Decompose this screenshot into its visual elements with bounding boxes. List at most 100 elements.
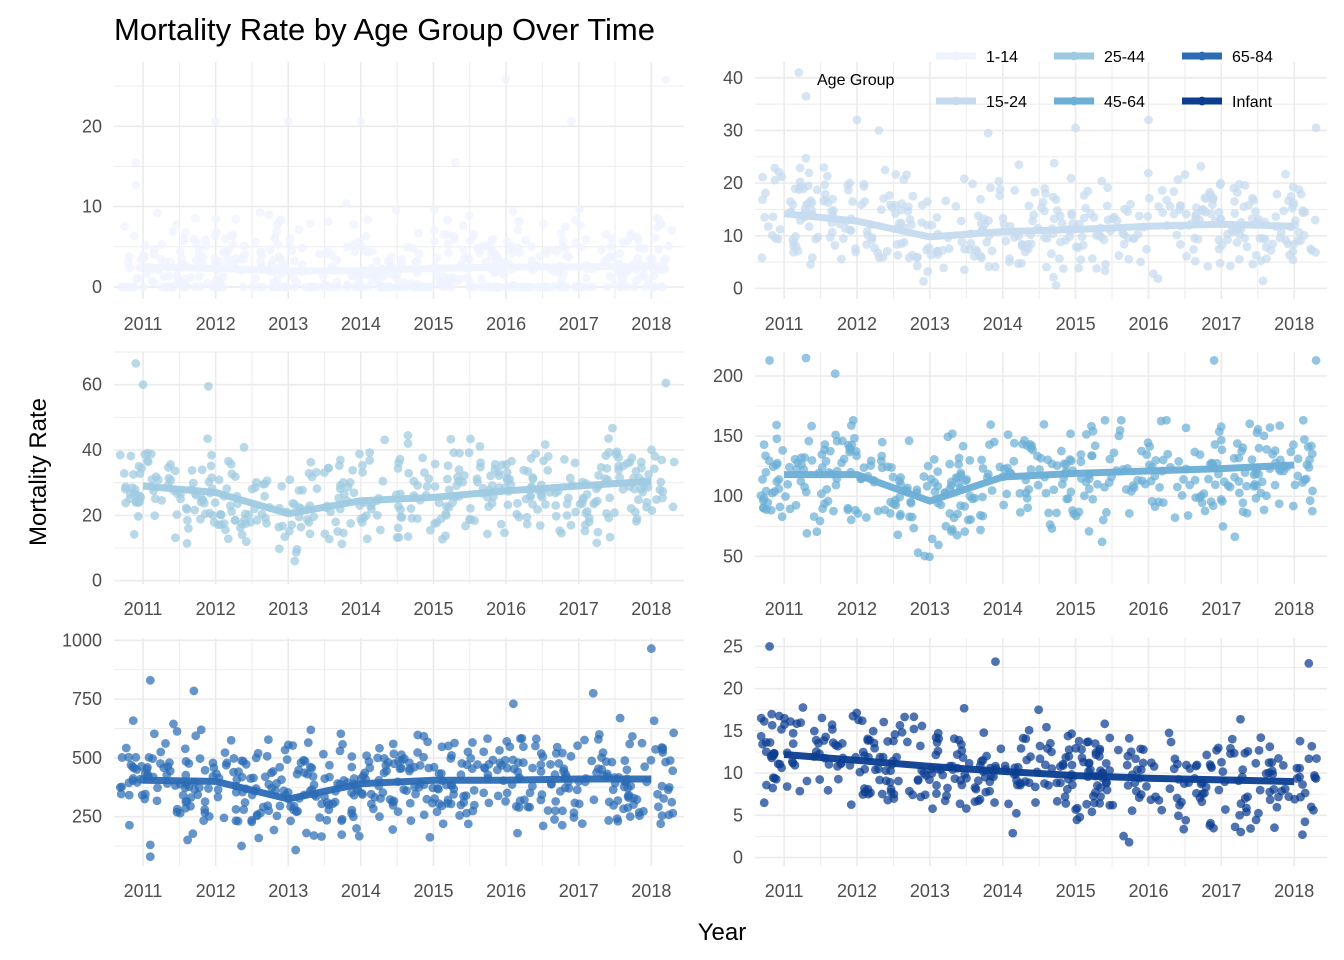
data-point bbox=[330, 797, 340, 807]
data-point bbox=[1077, 232, 1087, 242]
data-point bbox=[801, 153, 811, 163]
data-point bbox=[540, 440, 550, 449]
data-point bbox=[324, 534, 334, 544]
data-point bbox=[289, 805, 298, 815]
data-point bbox=[1304, 658, 1314, 668]
data-point bbox=[939, 263, 949, 273]
data-point bbox=[1116, 415, 1126, 425]
data-point bbox=[424, 474, 434, 484]
data-point bbox=[175, 247, 185, 257]
data-point bbox=[363, 215, 372, 224]
data-point bbox=[160, 257, 170, 266]
data-point bbox=[1138, 758, 1148, 768]
data-point bbox=[325, 760, 334, 770]
data-point bbox=[1009, 456, 1019, 466]
data-point bbox=[1203, 261, 1213, 271]
data-point bbox=[191, 731, 201, 741]
legend-label: 15-24 bbox=[986, 94, 1027, 111]
data-point bbox=[622, 282, 632, 292]
data-point bbox=[182, 538, 192, 548]
data-point bbox=[1268, 239, 1278, 249]
data-point bbox=[397, 513, 407, 522]
data-point bbox=[1003, 430, 1013, 440]
data-point bbox=[987, 246, 997, 256]
data-point bbox=[991, 657, 1000, 667]
data-point bbox=[190, 505, 200, 515]
data-point bbox=[547, 282, 557, 292]
data-point bbox=[785, 462, 794, 472]
data-point bbox=[899, 237, 909, 247]
data-point bbox=[172, 271, 182, 281]
data-point bbox=[484, 502, 494, 512]
data-point bbox=[197, 465, 207, 475]
data-point bbox=[1104, 478, 1114, 487]
data-point bbox=[986, 183, 995, 193]
data-point bbox=[655, 219, 665, 229]
data-point bbox=[1047, 249, 1056, 259]
data-point bbox=[987, 486, 997, 495]
data-point bbox=[920, 551, 930, 561]
data-point bbox=[902, 737, 912, 747]
data-point bbox=[527, 781, 537, 791]
data-point bbox=[436, 514, 446, 524]
data-point bbox=[1009, 438, 1019, 448]
data-point bbox=[1124, 509, 1134, 518]
data-point bbox=[802, 776, 812, 786]
data-point bbox=[413, 748, 423, 757]
x-tick-label: 2016 bbox=[486, 599, 526, 619]
data-point bbox=[348, 812, 358, 822]
data-point bbox=[904, 436, 914, 446]
data-point bbox=[190, 282, 200, 292]
data-point bbox=[801, 353, 811, 363]
data-point bbox=[131, 359, 141, 368]
y-tick-label: 200 bbox=[713, 366, 743, 386]
data-point bbox=[837, 739, 847, 748]
data-point bbox=[538, 752, 548, 762]
data-point bbox=[378, 476, 388, 486]
data-point bbox=[280, 532, 290, 542]
data-point bbox=[176, 494, 186, 504]
data-point bbox=[1308, 486, 1317, 496]
data-point bbox=[889, 736, 898, 746]
legend-key-point bbox=[1197, 51, 1207, 61]
data-point bbox=[249, 773, 258, 783]
data-point bbox=[348, 465, 358, 475]
data-point bbox=[848, 197, 858, 206]
data-point bbox=[1163, 449, 1173, 459]
data-point bbox=[125, 263, 135, 273]
data-point bbox=[146, 449, 156, 459]
legend-key-point bbox=[951, 96, 961, 106]
data-point bbox=[277, 282, 287, 292]
data-point bbox=[1242, 481, 1251, 491]
data-point bbox=[1000, 464, 1009, 474]
data-point bbox=[958, 441, 968, 451]
x-tick-label: 2014 bbox=[341, 599, 381, 619]
data-point bbox=[949, 513, 959, 523]
legend-item: 45-64 bbox=[1054, 94, 1145, 111]
data-point bbox=[990, 798, 999, 807]
data-point bbox=[887, 463, 896, 472]
data-point bbox=[1220, 805, 1230, 814]
data-point bbox=[1202, 750, 1212, 760]
data-point bbox=[788, 739, 798, 749]
data-point bbox=[1227, 734, 1237, 744]
data-point bbox=[886, 787, 896, 797]
data-point bbox=[483, 529, 492, 539]
data-point bbox=[231, 214, 241, 224]
data-point bbox=[432, 253, 442, 263]
data-point bbox=[1049, 272, 1058, 282]
data-point bbox=[820, 445, 829, 455]
x-tick-label: 2018 bbox=[1274, 599, 1314, 619]
data-point bbox=[334, 493, 344, 503]
data-point bbox=[515, 248, 525, 258]
data-point bbox=[1146, 758, 1156, 768]
data-point bbox=[758, 195, 767, 205]
x-tick-label: 2011 bbox=[124, 881, 163, 901]
data-point bbox=[933, 467, 943, 477]
data-point bbox=[652, 495, 661, 504]
data-point bbox=[522, 512, 532, 522]
data-point bbox=[459, 471, 469, 480]
data-point bbox=[437, 801, 447, 811]
data-point bbox=[409, 282, 419, 292]
data-point bbox=[546, 760, 555, 769]
